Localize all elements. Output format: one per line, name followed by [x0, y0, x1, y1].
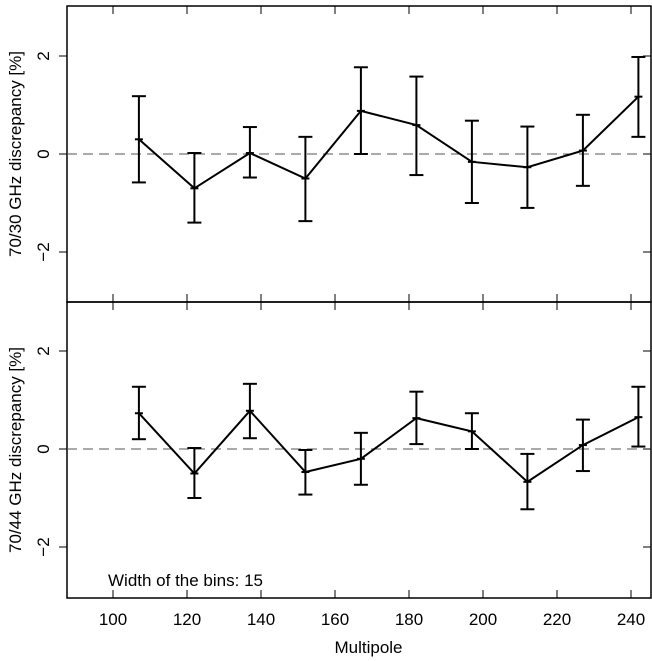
y-axis-label: 70/44 GHz discrepancy [%]: [6, 347, 25, 553]
x-tick-label: 160: [321, 610, 349, 629]
error-bar: [353, 431, 368, 486]
error-bar: [131, 95, 146, 184]
error-bar: [464, 119, 479, 204]
y-tick-label: 0: [34, 444, 53, 453]
error-bar: [298, 135, 313, 223]
error-bar: [631, 55, 646, 138]
error-bar: [631, 385, 646, 448]
error-bar: [187, 152, 202, 224]
error-bar: [575, 113, 590, 187]
panel-70-30: −2 0 2 70/30 GHz discrepancy [%]: [6, 5, 652, 303]
series-line: [138, 95, 640, 190]
x-tick-label: 240: [617, 610, 645, 629]
panel-frame: [66, 301, 652, 599]
error-bar: [187, 447, 202, 499]
y-tick-label: −2: [34, 242, 53, 261]
y-tick-label: −2: [34, 537, 53, 556]
y-axis-label: 70/30 GHz discrepancy [%]: [6, 51, 25, 257]
error-bar: [242, 126, 257, 179]
x-tick-label: 120: [173, 610, 201, 629]
error-bar: [575, 418, 590, 473]
x-tick-label: 140: [247, 610, 275, 629]
error-bar: [520, 125, 535, 209]
x-tick-label: 200: [469, 610, 497, 629]
error-bar: [298, 448, 313, 496]
x-tick-label: 180: [395, 610, 423, 629]
y-tick-label: 2: [34, 51, 53, 60]
y-tick-label: 2: [34, 346, 53, 355]
error-bar: [353, 66, 368, 155]
x-axis-label: Multipole: [334, 638, 402, 657]
x-tick-label: 100: [99, 610, 127, 629]
panel-70-44: −2 0 2 70/44 GHz discrepancy [%] Width of th…: [6, 301, 652, 657]
y-tick-label: 0: [34, 149, 53, 158]
error-bar: [409, 390, 424, 446]
series-line: [138, 409, 639, 484]
error-bar: [520, 452, 535, 511]
error-bar: [464, 412, 479, 450]
error-bar: [242, 382, 257, 440]
x-tick-label: 220: [543, 610, 571, 629]
error-bar: [131, 385, 146, 441]
error-bar: [409, 75, 424, 177]
bin-width-annotation: Width of the bins: 15: [108, 571, 263, 590]
